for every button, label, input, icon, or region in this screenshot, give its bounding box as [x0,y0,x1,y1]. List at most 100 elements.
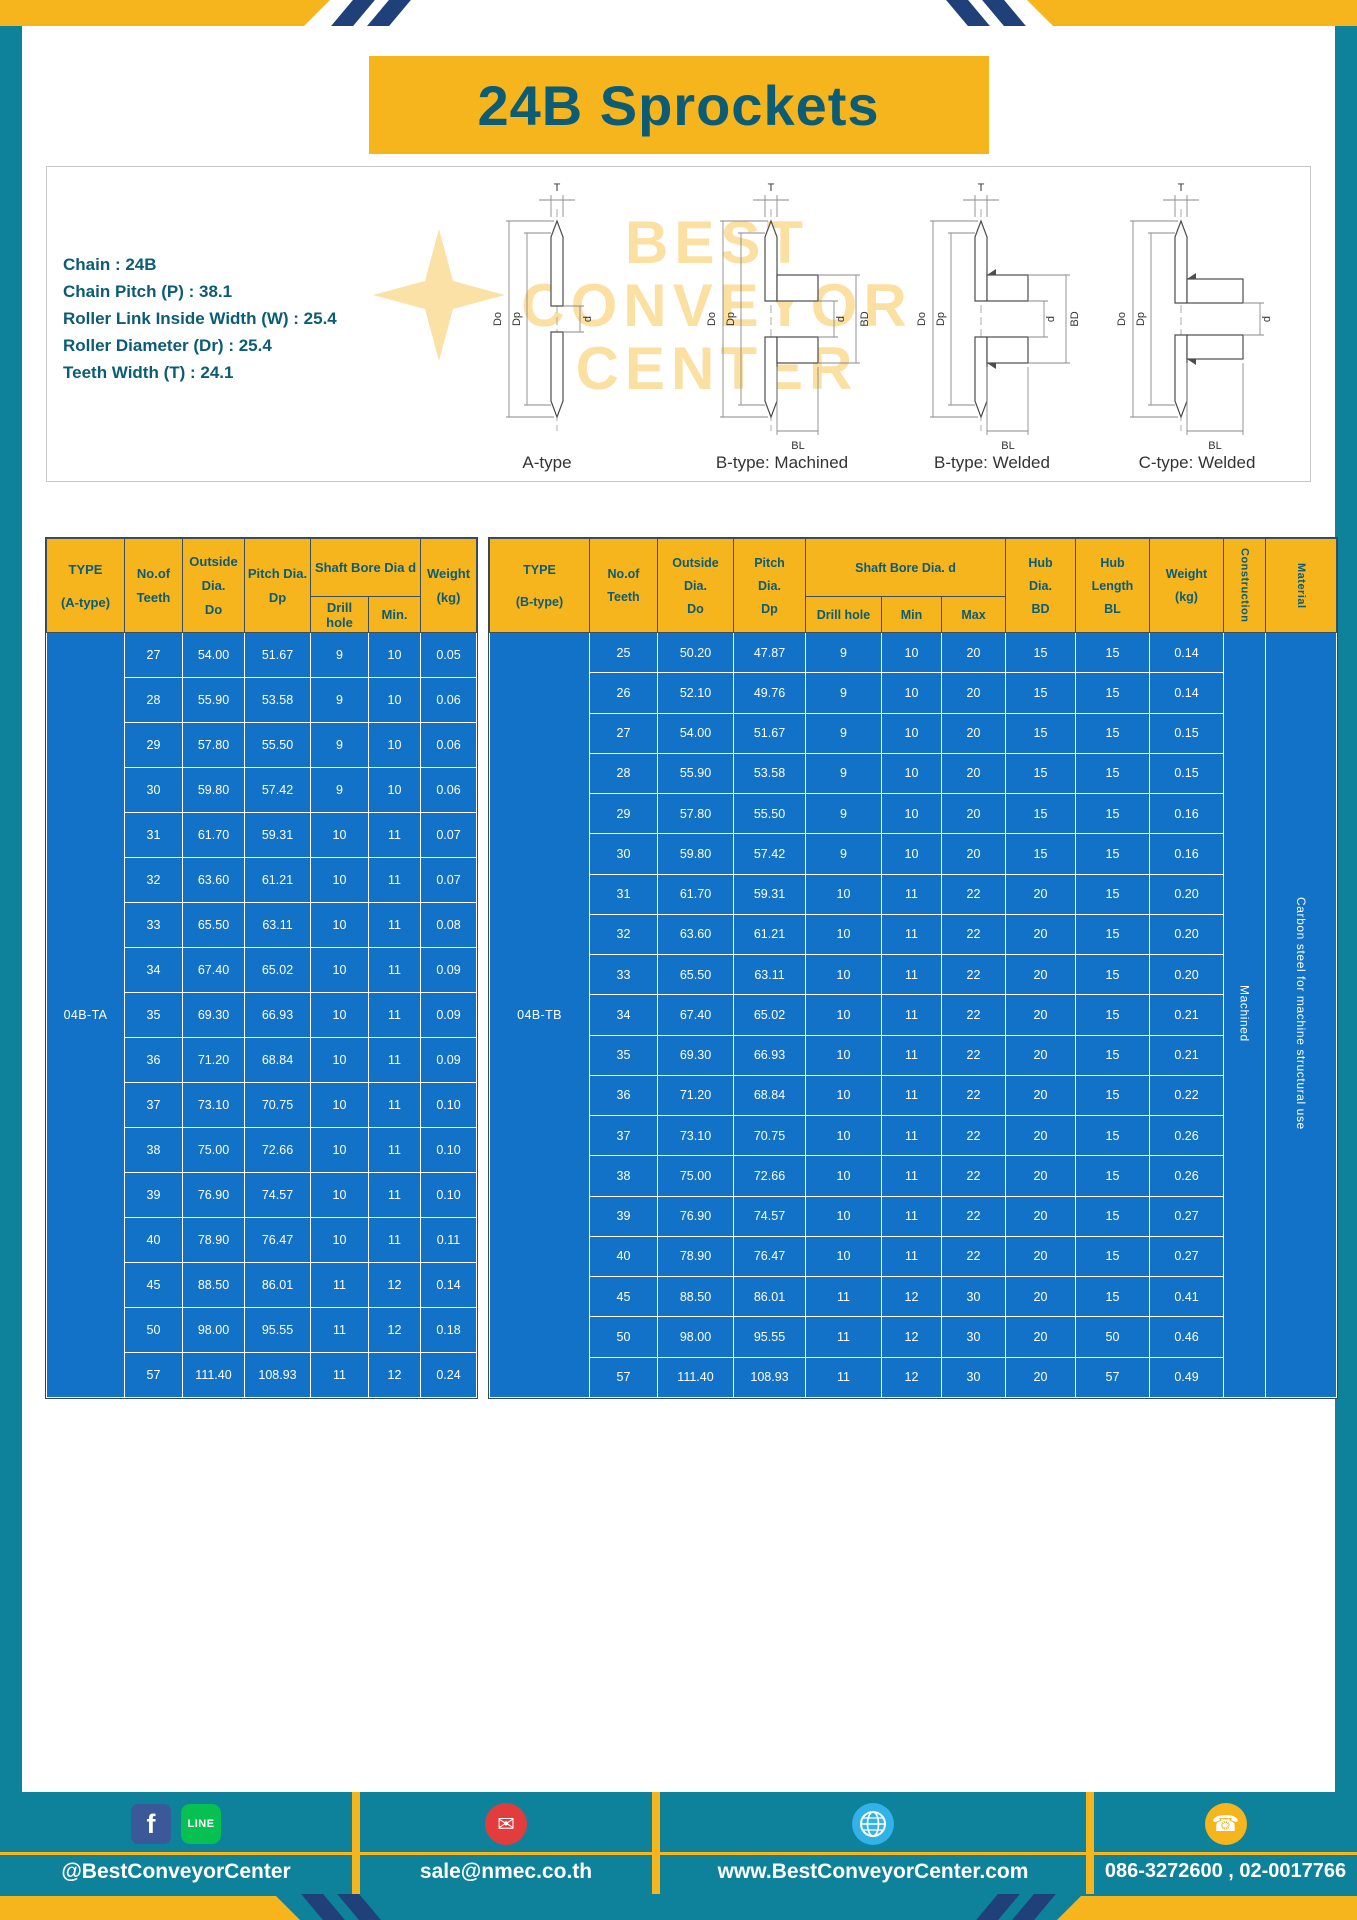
sprocket-section-shape [764,219,778,302]
table-cell: 20 [941,833,1006,875]
table-cell: 12 [368,1262,421,1308]
table-row: 04B-TB 25 50.20 47.87 9 10 20 15 15 0.14 Machined C… [489,631,1337,1398]
col-header-outside-dia: Outside Dia. Do [182,538,245,633]
table-cell: 10 [310,812,369,858]
table-cell: 10 [805,1195,882,1237]
table-cell: 68.84 [244,1037,311,1083]
table-cell: 67.40 [657,994,734,1036]
table-cell: 10 [805,994,882,1036]
table-cell: 65.50 [657,953,734,996]
table-row: 31 61.70 59.31 10 11 22 20 15 0.20 [490,873,1337,915]
mail-glyph: ✉ [497,1812,515,1836]
table-cell: 0.24 [420,1352,477,1398]
table-cell: 57 [1075,1356,1150,1398]
table-cell: 20 [1005,1074,1076,1117]
table-cell: 15 [1075,1155,1150,1197]
table-cell: 11 [310,1352,369,1398]
table-cell: 15 [1075,672,1150,714]
table-cell: 69.30 [657,1034,734,1076]
table-cell: 37 [124,1082,183,1128]
table-cell: 0.27 [1149,1195,1224,1237]
globe-icon [852,1803,894,1845]
table-cell: 52.10 [657,672,734,714]
dim-label-do: Do [706,312,718,326]
table-cell: 12 [881,1356,942,1398]
table-cell: 0.07 [420,812,477,858]
table-cell: 95.55 [733,1316,806,1358]
table-row: 37 73.10 70.75 10 11 22 20 15 0.26 [490,1114,1337,1157]
table-cell: 11 [881,873,942,915]
table-cell: 20 [1005,1034,1076,1076]
table-cell: 0.06 [420,722,477,768]
table-cell: 0.07 [420,857,477,903]
table-cell: 11 [368,902,421,948]
table-row: 57 111.40 108.93 11 12 30 20 57 0.49 [490,1356,1337,1398]
table-cell: 0.26 [1149,1155,1224,1197]
table-cell: 38 [124,1127,183,1173]
footer-rule [0,1852,1357,1855]
table-cell: 20 [941,672,1006,714]
col-header-weight: Weight (kg) [1149,538,1224,633]
table-b-type: TYPE (B-type) No.of Teeth Outside Dia. D… [488,537,1338,1399]
table-cell: 76.90 [182,1172,245,1218]
table-cell: 15 [1005,631,1076,674]
table-cell: 61.21 [733,913,806,956]
table-cell: 10 [881,672,942,714]
table-cell: 11 [881,1195,942,1237]
table-cell: 36 [124,1037,183,1083]
table-cell: 11 [881,1155,942,1197]
table-cell: 0.05 [420,632,477,678]
col-header-min: Min. [368,596,421,633]
table-cell: 75.00 [657,1155,734,1197]
footer-phone-section: ☎ 086-3272600 , 02-0017766 [1094,1792,1357,1894]
table-row: 40 78.90 76.47 10 11 22 20 15 0.27 [490,1235,1337,1278]
footer-divider [652,1792,660,1894]
table-cell: 75.00 [182,1127,245,1173]
hub-shape [1186,334,1244,360]
table-row: 34 67.40 65.02 10 11 22 20 15 0.21 [490,994,1337,1036]
table-cell: 37 [589,1114,658,1157]
table-cell: 11 [368,1037,421,1083]
table-cell: 50 [1075,1316,1150,1358]
table-cell: 76.47 [733,1235,806,1278]
table-cell: 10 [805,873,882,915]
table-cell: 27 [124,632,183,678]
table-cell: 98.00 [657,1316,734,1358]
spec-line: Teeth Width (T) : 24.1 [63,363,234,382]
table-cell: 20 [941,631,1006,674]
footer-divider [352,1792,360,1894]
spec-list: Chain : 24B Chain Pitch (P) : 38.1 Rolle… [63,251,337,386]
table-cell: 12 [368,1307,421,1353]
table-cell: 47.87 [733,631,806,674]
table-cell: 55.90 [182,677,245,723]
table-cell: 111.40 [657,1356,734,1398]
table-cell: 11 [881,1034,942,1076]
dim-label-t: T [1178,182,1185,194]
table-cell: 15 [1075,1114,1150,1157]
table-cell: 40 [589,1235,658,1278]
sprocket-section-shape [974,336,988,419]
footer: f LINE @BestConveyorCenter ✉ sale@nmec.c… [0,1792,1357,1894]
table-row: 33 65.50 63.11 10 11 0.08 [47,902,477,948]
table-cell: 9 [805,631,882,674]
table-cell: 12 [881,1275,942,1318]
table-cell: 30 [941,1275,1006,1318]
dim-label-d: d [582,316,594,322]
table-cell: 30 [124,767,183,813]
table-cell: 39 [124,1172,183,1218]
table-row: 36 71.20 68.84 10 11 0.09 [47,1037,477,1083]
table-cell: 78.90 [657,1235,734,1278]
table-cell: 29 [589,792,658,835]
table-cell: 63.11 [244,902,311,948]
dim-label-do: Do [916,312,928,326]
caption-b-type-machined: B-type: Machined [715,453,849,472]
table-cell: 0.49 [1149,1356,1224,1398]
col-header-max: Max [941,596,1006,633]
table-cell: 15 [1075,712,1150,754]
dim-label-d: d [1261,316,1273,322]
table-cell: 65.02 [733,994,806,1036]
diagram-panel: BEST CONVEYOR CENTER Chain : 24B Chain P… [46,166,1311,482]
col-header-min: Min [881,596,942,633]
dim-label-bl: BL [1208,440,1221,452]
col-header-outside-dia: Outside Dia. Do [657,538,734,633]
